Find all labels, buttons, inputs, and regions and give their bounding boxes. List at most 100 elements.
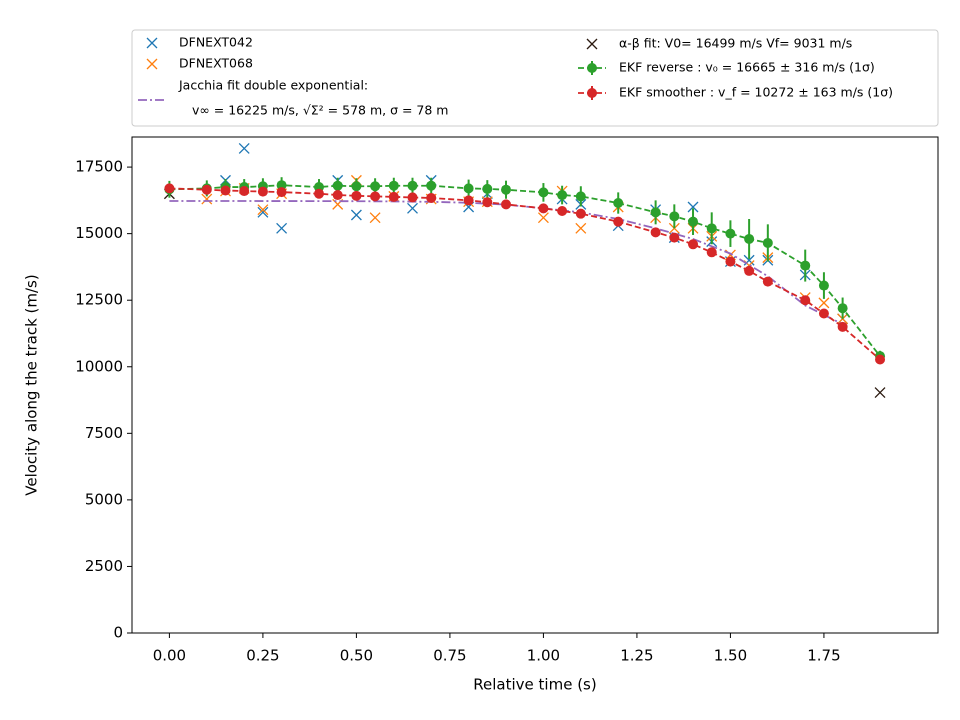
y-tick-label: 10000 [75,357,123,375]
data-point [874,387,886,399]
data-point [688,239,699,250]
data-point [725,256,736,267]
data-point [351,190,362,201]
x-axis-label: Relative time (s) [473,676,596,694]
y-tick-label: 5000 [85,490,123,508]
data-point [463,183,474,194]
data-point [762,237,773,248]
data-point [800,295,811,306]
data-point [538,187,549,198]
data-point [482,197,493,208]
legend-marker [146,37,158,49]
data-point [257,206,269,218]
data-point [314,188,325,199]
legend-label-detail: v∞ = 16225 m/s, √Σ² = 578 m, σ = 78 m [192,103,448,118]
data-point [276,187,287,198]
data-point [557,190,568,201]
data-point [239,186,250,197]
data-point [463,195,474,206]
data-point [407,192,418,203]
data-point [370,191,381,202]
data-point [687,201,699,213]
y-tick-label: 7500 [85,424,123,442]
legend-marker [146,58,158,70]
x-tick-label: 0.00 [153,647,186,665]
legend-label: α-β fit: V0= 16499 m/s Vf= 9031 m/s [619,36,852,51]
data-point [370,181,381,192]
data-point [800,260,811,271]
data-point [238,142,250,154]
legend-box [131,29,939,127]
data-point [837,303,848,314]
data-point [613,198,624,209]
data-point [350,209,362,221]
data-point [669,232,680,243]
x-tick-label: 1.50 [714,647,747,665]
x-tick-label: 1.25 [620,647,653,665]
data-point [818,308,829,319]
data-point [538,203,549,214]
data-point [276,180,287,191]
y-tick-label: 12500 [75,291,123,309]
data-point [201,184,212,195]
data-point [818,297,830,309]
x-tick-label: 0.75 [433,647,466,665]
data-point [369,212,381,224]
series-line [169,184,881,357]
plot-frame [131,136,939,634]
data-point [557,206,568,217]
data-point [744,233,755,244]
data-point [669,211,680,222]
data-point [650,207,661,218]
data-point [818,280,829,291]
data-point [220,185,231,196]
data-point [388,180,399,191]
data-point [744,265,755,276]
data-point [725,228,736,239]
data-point [426,180,437,191]
series-line [169,187,881,361]
x-tick-label: 0.25 [246,647,279,665]
legend-label: DFNEXT068 [179,56,253,71]
data-point [706,223,717,234]
data-point [501,199,512,210]
data-point [575,191,586,202]
data-point [875,354,886,365]
data-point [426,192,437,203]
legend-label: EKF reverse : v₀ = 16665 ± 316 m/s (1σ) [619,60,875,75]
legend-marker [587,88,597,98]
data-point [688,216,699,227]
data-point [706,247,717,258]
legend-label: EKF smoother : v_f = 10272 ± 163 m/s (1σ… [619,85,893,100]
data-point [501,184,512,195]
data-point [575,222,587,234]
data-point [407,202,418,214]
legend-label: Jacchia fit double exponential: [178,78,368,93]
y-tick-label: 2500 [85,557,123,575]
y-tick-label: 0 [113,624,123,642]
data-point [575,208,586,219]
x-tick-label: 1.75 [807,647,840,665]
data-point [276,222,288,234]
series-line [169,200,844,325]
data-point [201,193,213,205]
data-point [257,204,269,216]
data-point [482,183,493,194]
x-tick-label: 0.50 [340,647,373,665]
legend-label: DFNEXT042 [179,35,253,50]
data-point [407,180,418,191]
data-point [762,276,773,287]
y-tick-label: 15000 [75,224,123,242]
data-point [332,180,343,191]
data-point [351,181,362,192]
y-axis-label: Velocity along the track (m/s) [23,274,41,495]
data-point [613,216,624,227]
y-tick-label: 17500 [75,158,123,176]
data-point [257,186,268,197]
legend-marker [587,63,597,73]
data-point [650,227,661,238]
legend: DFNEXT042 DFNEXT068 Jacchia fit double exp… [138,35,893,118]
data-point [537,212,549,224]
data-point [837,321,848,332]
